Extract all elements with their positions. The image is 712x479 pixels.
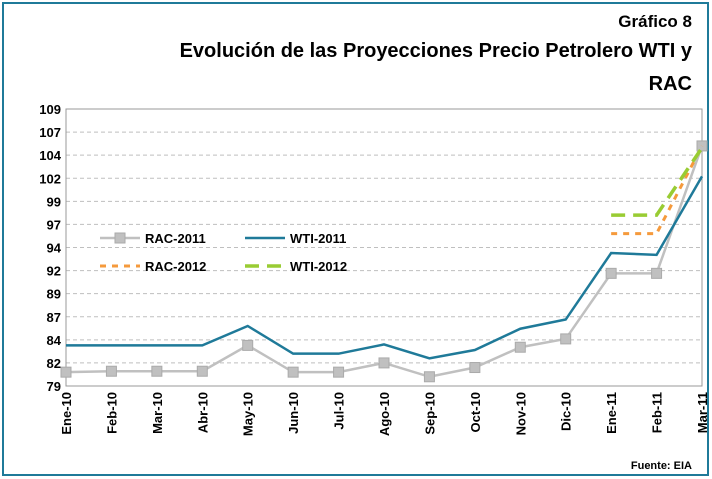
marker <box>287 366 299 378</box>
x-tick-label: Sep-10 <box>422 392 437 435</box>
y-tick-label: 104 <box>39 148 61 163</box>
y-tick-label: 107 <box>39 125 61 140</box>
legend-marker <box>114 232 126 244</box>
x-tick-label: Nov-10 <box>513 392 528 435</box>
marker <box>378 357 390 369</box>
legend-label: WTI-2011 <box>290 231 346 246</box>
marker <box>333 366 345 378</box>
x-tick-label: Mar-11 <box>695 392 710 433</box>
y-tick-label: 97 <box>47 217 61 232</box>
marker <box>514 341 526 353</box>
marker <box>105 365 117 377</box>
y-tick-label: 82 <box>47 356 61 371</box>
x-tick-label: Mar-10 <box>150 392 165 434</box>
y-tick-label: 94 <box>47 241 62 256</box>
series-line <box>611 146 704 217</box>
x-tick-label: Oct-10 <box>468 392 483 432</box>
y-tick-label: 79 <box>47 379 61 394</box>
y-tick-label: 87 <box>47 310 61 325</box>
marker <box>651 267 663 279</box>
marker <box>151 365 163 377</box>
x-tick-label: Jul-10 <box>332 392 347 430</box>
x-tick-label: Feb-11 <box>650 392 665 433</box>
x-tick-label: Feb-10 <box>104 392 119 434</box>
series-line <box>611 145 704 236</box>
x-tick-label: Jun-10 <box>286 392 301 434</box>
chart-title: Evolución de las Proyecciones Precio Pet… <box>180 40 693 62</box>
marker <box>196 365 208 377</box>
marker <box>469 362 481 374</box>
source: Fuente: EIA <box>631 460 692 472</box>
marker <box>423 371 435 383</box>
y-tick-label: 92 <box>47 264 61 279</box>
x-tick-label: Ago-10 <box>377 392 392 436</box>
x-tick-label: Abr-10 <box>195 392 210 433</box>
series-line <box>66 175 704 360</box>
y-tick-label: 99 <box>47 194 61 209</box>
x-tick-label: Ene-10 <box>59 392 74 435</box>
x-tick-label: May-10 <box>241 392 256 436</box>
y-tick-label: 102 <box>39 171 61 186</box>
marker <box>242 339 254 351</box>
legend-label: WTI-2012 <box>290 259 347 274</box>
marker <box>605 267 617 279</box>
y-tick-label: 84 <box>47 333 62 348</box>
legend-label: RAC-2012 <box>145 259 206 274</box>
chart-subtitle: Gráfico 8 <box>618 12 692 31</box>
legend-label: RAC-2011 <box>145 231 206 246</box>
x-tick-label: Ene-11 <box>604 392 619 434</box>
y-tick-label: 109 <box>39 102 61 117</box>
plot-border <box>65 108 703 387</box>
y-tick-label: 89 <box>47 287 61 302</box>
marker <box>60 366 72 378</box>
x-tick-label: Dic-10 <box>559 392 574 431</box>
marker <box>560 333 572 345</box>
chart-title: RAC <box>649 73 692 95</box>
